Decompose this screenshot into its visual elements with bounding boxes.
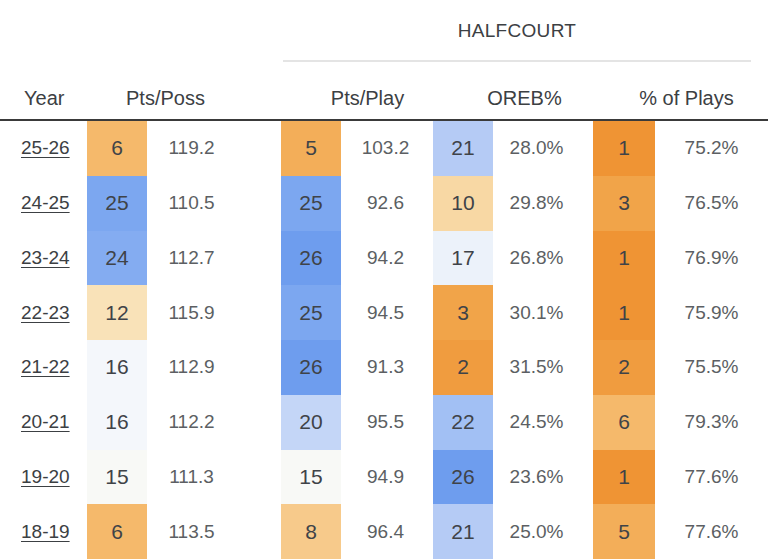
rank-cell-pts-play: 15 (281, 450, 341, 505)
column-header-row: Year Pts/Poss Pts/Play OREB% % of Plays (0, 78, 768, 121)
value-cell-oreb-pct: 28.0% (493, 121, 580, 176)
year-cell: 24-25 (0, 176, 87, 231)
year-link[interactable]: 22-23 (21, 302, 70, 324)
rank-cell-pts-poss: 12 (87, 285, 147, 340)
year-link[interactable]: 21-22 (21, 356, 70, 378)
table-body: 25-26 6 119.2 5 103.2 21 28.0% 1 75.2% 2… (0, 121, 768, 559)
table-row: 23-24 24 112.7 26 94.2 17 26.8% 1 76.9% (0, 231, 768, 286)
value-cell-pct-of-plays: 76.9% (655, 231, 768, 286)
year-cell: 20-21 (0, 395, 87, 450)
value-cell-oreb-pct: 26.8% (493, 231, 580, 286)
table-row: 20-21 16 112.2 20 95.5 22 24.5% 6 79.3% (0, 395, 768, 450)
table-row: 21-22 16 112.9 26 91.3 2 31.5% 2 75.5% (0, 340, 768, 395)
column-header-pct-of-plays: % of Plays (599, 87, 768, 110)
rank-cell-pts-play: 8 (281, 504, 341, 559)
rank-cell-pts-play: 20 (281, 395, 341, 450)
value-cell-pct-of-plays: 79.3% (655, 395, 768, 450)
table-row: 22-23 12 115.9 25 94.5 3 30.1% 1 75.9% (0, 285, 768, 340)
year-cell: 18-19 (0, 504, 87, 559)
value-cell-pts-play: 91.3 (341, 340, 430, 395)
value-cell-pct-of-plays: 75.5% (655, 340, 768, 395)
rank-cell-pct-of-plays: 1 (593, 450, 655, 505)
table-row: 25-26 6 119.2 5 103.2 21 28.0% 1 75.2% (0, 121, 768, 176)
rank-cell-oreb-pct: 3 (433, 285, 493, 340)
rank-cell-pts-play: 25 (281, 176, 341, 231)
rank-cell-pts-play: 5 (281, 121, 341, 176)
value-cell-oreb-pct: 31.5% (493, 340, 580, 395)
value-cell-pts-play: 94.9 (341, 450, 430, 505)
rank-cell-pts-poss: 15 (87, 450, 147, 505)
value-cell-pct-of-plays: 75.2% (655, 121, 768, 176)
value-cell-pts-poss: 115.9 (147, 285, 236, 340)
value-cell-oreb-pct: 23.6% (493, 450, 580, 505)
value-cell-pts-poss: 119.2 (147, 121, 236, 176)
column-header-oreb-pct: OREB% (451, 87, 598, 110)
value-cell-pts-poss: 110.5 (147, 176, 236, 231)
value-cell-pct-of-plays: 77.6% (655, 450, 768, 505)
value-cell-oreb-pct: 30.1% (493, 285, 580, 340)
team-halfcourt-stats-table: HALFCOURT Year Pts/Poss Pts/Play OREB% %… (0, 0, 768, 559)
value-cell-pts-poss: 112.9 (147, 340, 236, 395)
column-header-year: Year (0, 87, 87, 110)
value-cell-pct-of-plays: 75.9% (655, 285, 768, 340)
value-cell-pts-play: 103.2 (341, 121, 430, 176)
table-row: 24-25 25 110.5 25 92.6 10 29.8% 3 76.5% (0, 176, 768, 231)
rank-cell-pts-poss: 16 (87, 340, 147, 395)
rank-cell-oreb-pct: 26 (433, 450, 493, 505)
rank-cell-pct-of-plays: 1 (593, 121, 655, 176)
year-link[interactable]: 18-19 (21, 521, 70, 543)
year-cell: 21-22 (0, 340, 87, 395)
rank-cell-pct-of-plays: 1 (593, 285, 655, 340)
rank-cell-pts-poss: 6 (87, 121, 147, 176)
rank-cell-oreb-pct: 21 (433, 504, 493, 559)
rank-cell-pct-of-plays: 3 (593, 176, 655, 231)
year-link[interactable]: 23-24 (21, 247, 70, 269)
value-cell-oreb-pct: 29.8% (493, 176, 580, 231)
value-cell-pct-of-plays: 76.5% (655, 176, 768, 231)
value-cell-pts-poss: 112.2 (147, 395, 236, 450)
value-cell-pts-poss: 111.3 (147, 450, 236, 505)
year-link[interactable]: 20-21 (21, 411, 70, 433)
rank-cell-pts-play: 26 (281, 340, 341, 395)
value-cell-pts-poss: 112.7 (147, 231, 236, 286)
value-cell-pts-play: 94.5 (341, 285, 430, 340)
rank-cell-oreb-pct: 10 (433, 176, 493, 231)
year-cell: 23-24 (0, 231, 87, 286)
year-cell: 22-23 (0, 285, 87, 340)
rank-cell-pct-of-plays: 5 (593, 504, 655, 559)
rank-cell-pts-play: 26 (281, 231, 341, 286)
rank-cell-oreb-pct: 22 (433, 395, 493, 450)
rank-cell-pts-poss: 24 (87, 231, 147, 286)
value-cell-pts-play: 96.4 (341, 504, 430, 559)
rank-cell-pts-poss: 16 (87, 395, 147, 450)
rank-cell-pct-of-plays: 2 (593, 340, 655, 395)
rank-cell-oreb-pct: 2 (433, 340, 493, 395)
year-link[interactable]: 24-25 (21, 192, 70, 214)
rank-cell-pct-of-plays: 1 (593, 231, 655, 286)
value-cell-oreb-pct: 25.0% (493, 504, 580, 559)
value-cell-pts-poss: 113.5 (147, 504, 236, 559)
rank-cell-pts-poss: 25 (87, 176, 147, 231)
rank-cell-pct-of-plays: 6 (593, 395, 655, 450)
year-cell: 25-26 (0, 121, 87, 176)
rank-cell-pts-play: 25 (281, 285, 341, 340)
column-header-pts-play: Pts/Play (293, 87, 442, 110)
table-row: 18-19 6 113.5 8 96.4 21 25.0% 5 77.6% (0, 504, 768, 559)
rank-cell-pts-poss: 6 (87, 504, 147, 559)
column-header-pts-poss: Pts/Poss (91, 87, 240, 110)
value-cell-pct-of-plays: 77.6% (655, 504, 768, 559)
rank-cell-oreb-pct: 17 (433, 231, 493, 286)
value-cell-oreb-pct: 24.5% (493, 395, 580, 450)
value-cell-pts-play: 92.6 (341, 176, 430, 231)
halfcourt-group-underline (283, 60, 751, 62)
rank-cell-oreb-pct: 21 (433, 121, 493, 176)
value-cell-pts-play: 95.5 (341, 395, 430, 450)
year-link[interactable]: 25-26 (21, 137, 70, 159)
year-cell: 19-20 (0, 450, 87, 505)
value-cell-pts-play: 94.2 (341, 231, 430, 286)
table-row: 19-20 15 111.3 15 94.9 26 23.6% 1 77.6% (0, 450, 768, 505)
halfcourt-group-label: HALFCOURT (283, 20, 751, 42)
year-link[interactable]: 19-20 (21, 466, 70, 488)
